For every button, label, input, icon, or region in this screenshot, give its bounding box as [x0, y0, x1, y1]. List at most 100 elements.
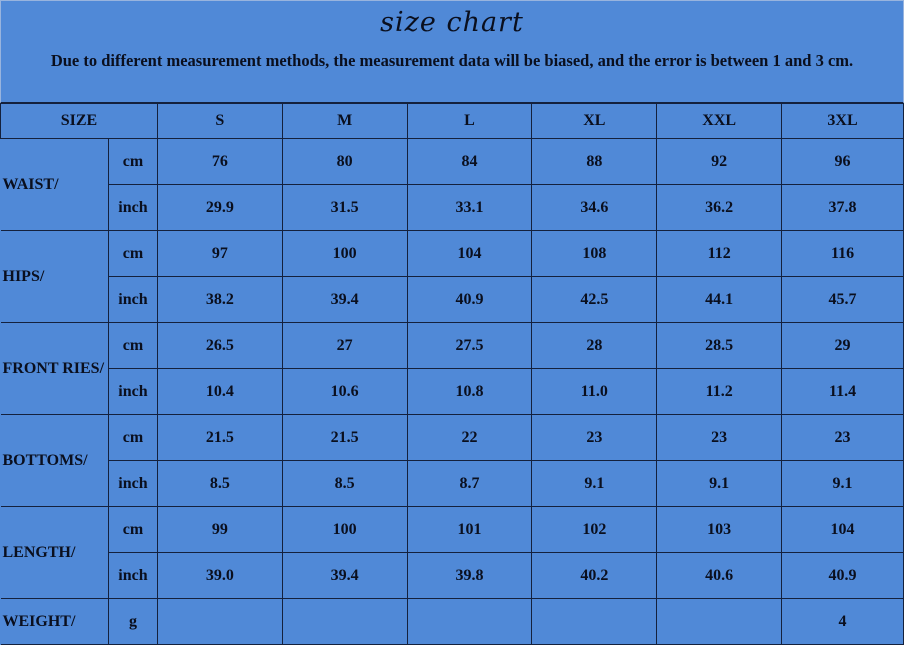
- value-cell: 31.5: [281, 184, 408, 231]
- value-cell: 40.9: [406, 276, 533, 323]
- value-cell: 40.6: [656, 552, 783, 599]
- value-cell: 21.5: [156, 414, 283, 461]
- size-header-cell: XL: [531, 103, 658, 139]
- value-cell: 27: [281, 322, 408, 369]
- value-cell: 40.2: [531, 552, 658, 599]
- value-cell: 10.4: [156, 368, 283, 415]
- value-cell: 39.8: [406, 552, 533, 599]
- weight-row: WEIGHT/g 4: [0, 598, 904, 645]
- value-cell: 11.4: [781, 368, 904, 415]
- size-header-cell: S: [156, 103, 283, 139]
- value-cell: 102: [531, 506, 658, 553]
- measurement-label: LENGTH/: [0, 506, 109, 599]
- value-cell: [406, 598, 533, 645]
- unit-cell: cm: [107, 230, 158, 277]
- value-cell: [656, 598, 783, 645]
- unit-cell: cm: [107, 138, 158, 185]
- value-cell: 40.9: [781, 552, 904, 599]
- unit-cell: inch: [107, 368, 158, 415]
- value-cell: 88: [531, 138, 658, 185]
- measurement-label: FRONT RIES/: [0, 322, 109, 415]
- value-cell: 21.5: [281, 414, 408, 461]
- measurement-label: HIPS/: [0, 230, 109, 323]
- size-table: SIZE S M L XL XXL 3XL WAIST/cm 76 80 84 88 92 96 inch 2…: [0, 103, 904, 645]
- value-cell: 99: [156, 506, 283, 553]
- value-cell: 45.7: [781, 276, 904, 323]
- value-cell: 38.2: [156, 276, 283, 323]
- table-row: inch 10.4 10.6 10.8 11.0 11.2 11.4: [1, 368, 904, 415]
- value-cell: [531, 598, 658, 645]
- table-row: HIPS/cm 97 100 104 108 112 116: [0, 230, 904, 323]
- value-cell: 92: [656, 138, 783, 185]
- size-header-cell: XXL: [656, 103, 783, 139]
- value-cell: 96: [781, 138, 904, 185]
- value-cell: 8.7: [406, 460, 533, 507]
- table-row: FRONT RIES/cm 26.5 27 27.5 28 28.5 29: [0, 322, 904, 415]
- value-cell: 39.4: [281, 552, 408, 599]
- value-cell: 22: [406, 414, 533, 461]
- value-cell: 33.1: [406, 184, 533, 231]
- table-row: LENGTH/cm 99 100 101 102 103 104: [0, 506, 904, 599]
- unit-cell: inch: [107, 460, 158, 507]
- value-cell: 9.1: [781, 460, 904, 507]
- table-row: inch 29.9 31.5 33.1 34.6 36.2 37.8: [1, 184, 904, 231]
- value-cell: 108: [531, 230, 658, 277]
- unit-cell: inch: [107, 552, 158, 599]
- value-cell: 28: [531, 322, 658, 369]
- unit-cell: inch: [107, 276, 158, 323]
- value-cell: 76: [156, 138, 283, 185]
- value-cell: 101: [406, 506, 533, 553]
- size-header-row: SIZE S M L XL XXL 3XL: [0, 103, 904, 139]
- value-cell: 97: [156, 230, 283, 277]
- value-cell: 26.5: [156, 322, 283, 369]
- value-cell: 27.5: [406, 322, 533, 369]
- value-cell: 28.5: [656, 322, 783, 369]
- value-cell: 100: [281, 230, 408, 277]
- table-row: inch 8.5 8.5 8.7 9.1 9.1 9.1: [1, 460, 904, 507]
- measurement-note: Due to different measurement methods, th…: [50, 51, 854, 70]
- unit-cell: inch: [107, 184, 158, 231]
- value-cell: 23: [781, 414, 904, 461]
- value-cell: 8.5: [156, 460, 283, 507]
- value-cell: 39.4: [281, 276, 408, 323]
- value-cell: 8.5: [281, 460, 408, 507]
- value-cell: 34.6: [531, 184, 658, 231]
- value-cell: 42.5: [531, 276, 658, 323]
- table-row: inch 38.2 39.4 40.9 42.5 44.1 45.7: [1, 276, 904, 323]
- value-cell: 11.2: [656, 368, 783, 415]
- value-cell: 103: [656, 506, 783, 553]
- value-cell: [281, 598, 408, 645]
- value-cell: 44.1: [656, 276, 783, 323]
- value-cell: 84: [406, 138, 533, 185]
- size-header-label: SIZE: [0, 103, 158, 139]
- value-cell: 36.2: [656, 184, 783, 231]
- value-cell: 39.0: [156, 552, 283, 599]
- value-cell: 112: [656, 230, 783, 277]
- value-cell: [156, 598, 283, 645]
- unit-cell: cm: [107, 322, 158, 369]
- measurement-label: WAIST/: [0, 138, 109, 231]
- value-cell: 9.1: [656, 460, 783, 507]
- value-cell: 23: [656, 414, 783, 461]
- value-cell: 23: [531, 414, 658, 461]
- value-cell: 104: [781, 506, 904, 553]
- value-cell: 4: [781, 598, 904, 645]
- value-cell: 29.9: [156, 184, 283, 231]
- table-row: BOTTOMS/cm 21.5 21.5 22 23 23 23: [0, 414, 904, 507]
- table-row: WAIST/cm 76 80 84 88 92 96: [0, 138, 904, 231]
- size-header-cell: M: [281, 103, 408, 139]
- unit-cell: g: [107, 598, 158, 645]
- value-cell: 80: [281, 138, 408, 185]
- measurement-label: WEIGHT/: [0, 598, 109, 645]
- value-cell: 29: [781, 322, 904, 369]
- value-cell: 11.0: [531, 368, 658, 415]
- value-cell: 10.6: [281, 368, 408, 415]
- value-cell: 100: [281, 506, 408, 553]
- value-cell: 37.8: [781, 184, 904, 231]
- unit-cell: cm: [107, 506, 158, 553]
- chart-title: size chart: [380, 7, 524, 38]
- measurement-label: BOTTOMS/: [0, 414, 109, 507]
- chart-header: size chart Due to different measurement …: [0, 0, 904, 104]
- size-header-cell: 3XL: [781, 103, 904, 139]
